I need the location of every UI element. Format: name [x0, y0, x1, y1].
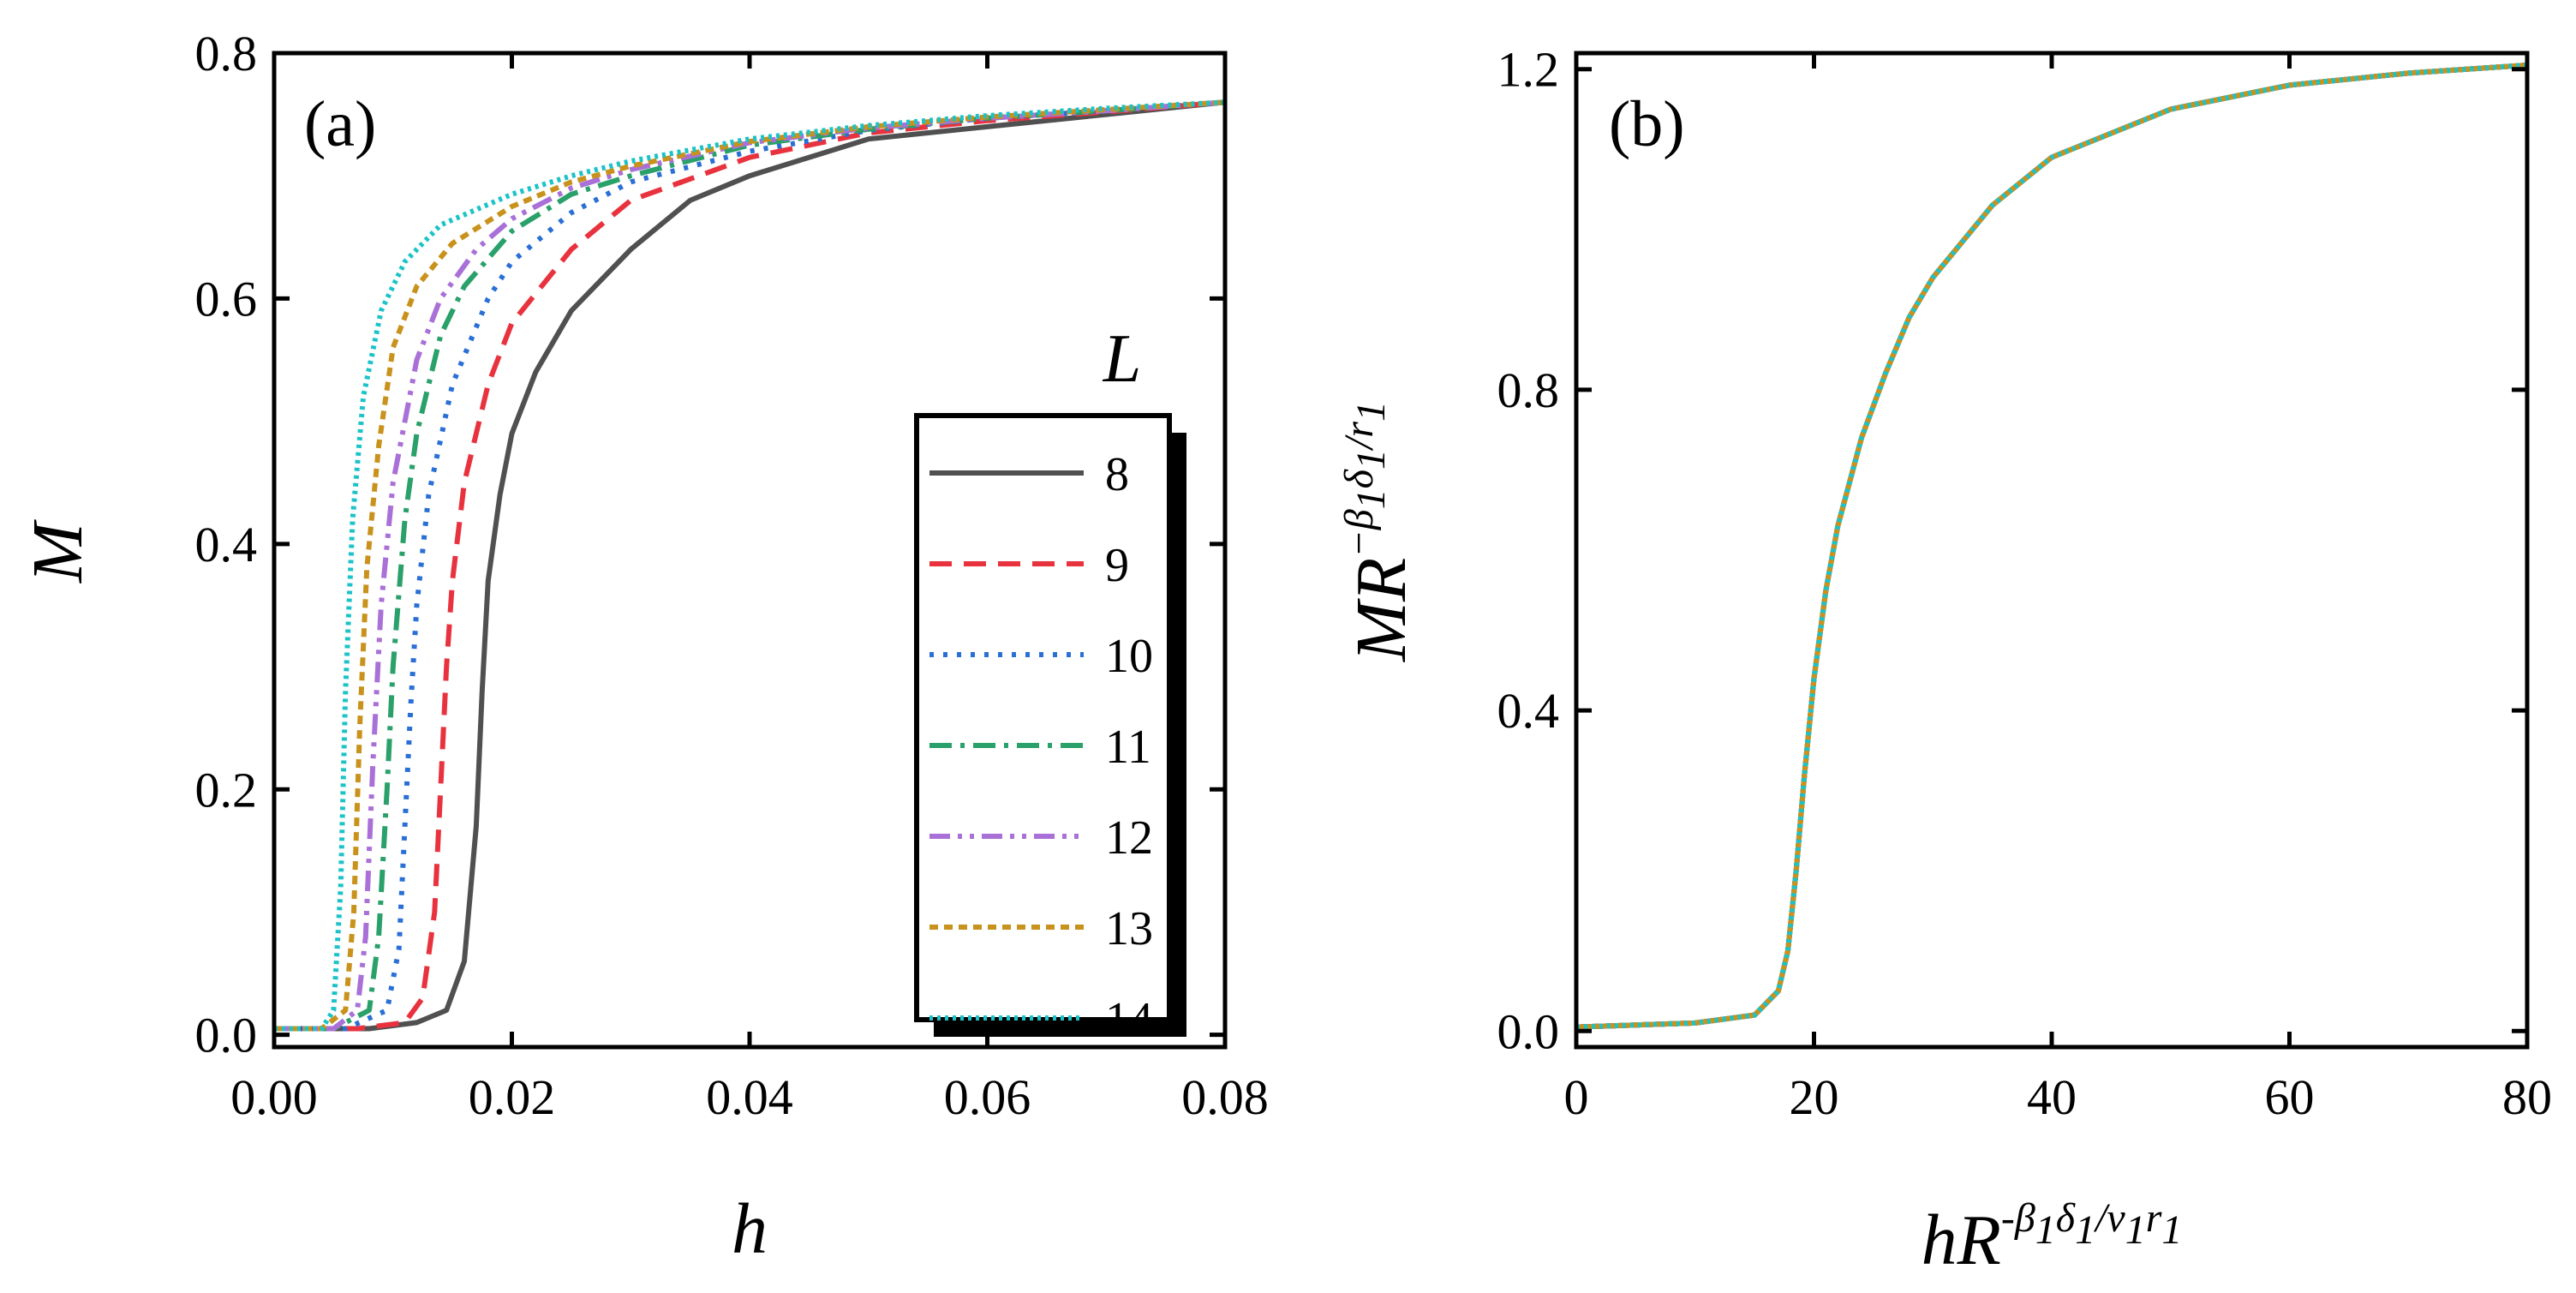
y-tick-label: 0.2: [195, 762, 258, 817]
legend-box: [914, 413, 1172, 1022]
collapsed-series-line: [1575, 63, 2528, 1030]
y-tick-label: 0.0: [195, 1008, 258, 1063]
series-line-L14: [274, 99, 1226, 1032]
axis-label-part: 1: [2125, 1207, 2146, 1253]
y-tick-label: 0.8: [1497, 362, 1560, 418]
panel-a-ticks: 0.00 0.02 0.04 0.06 0.08 0.0 0.2 0.4 0.6 0.8: [195, 26, 1269, 1125]
panel-a-label: (a): [304, 88, 376, 160]
legend-label-L14: 14: [1105, 993, 1153, 1046]
legend: L 8 9 10 11 12 13 14: [914, 321, 1186, 1046]
y-tick-label: 0.4: [195, 517, 258, 572]
collapsed-series-line: [1575, 63, 2528, 1030]
x-tick-label: 80: [2502, 1069, 2552, 1125]
panel-b-label: (b): [1609, 88, 1685, 160]
axis-label-part: /ν: [2093, 1195, 2125, 1241]
x-tick-label: 60: [2265, 1069, 2315, 1125]
x-tick-label: 20: [1790, 1069, 1839, 1125]
collapsed-series-line: [1575, 63, 2528, 1030]
y-tick-label: 0.4: [1497, 683, 1560, 739]
collapsed-series-line: [1575, 63, 2528, 1030]
axis-label-part: δ: [2056, 1195, 2076, 1241]
legend-items: 8 9 10 11 12 13 14: [929, 448, 1153, 1046]
collapsed-series-line: [1575, 63, 2528, 1030]
x-tick-label: 0.02: [469, 1069, 556, 1125]
y-tick-label: 0.8: [195, 26, 258, 81]
y-tick-label: 0.0: [1497, 1003, 1560, 1059]
axis-label-part: −β: [1336, 509, 1382, 557]
collapsed-series-line: [1575, 63, 2528, 1030]
axis-label-part: 1: [1348, 449, 1394, 470]
axis-label-part: 1: [1348, 488, 1394, 509]
panel-a-curves: [274, 99, 1226, 1032]
panel-a-ylabel: M: [18, 519, 98, 584]
series-line-L12: [274, 99, 1226, 1032]
panel-b-xlabel: hR-β1δ1/ν1r1: [1922, 1195, 2183, 1280]
panel-a-xlabel: h: [732, 1189, 768, 1269]
panel-b-ticks: 0 20 40 60 80 0.0 0.4 0.8 1.2: [1497, 42, 2553, 1125]
axis-label-part: r: [2146, 1195, 2162, 1241]
axis-label-part: 1: [2035, 1207, 2056, 1253]
panel-b-curves: [1575, 63, 2528, 1030]
collapsed-series-line: [1575, 63, 2528, 1030]
legend-label-L13: 13: [1105, 902, 1153, 955]
panel-b: 0 20 40 60 800.00.40.81.2 (b) hR-β1δ1/ν1r1 M…: [1336, 42, 2552, 1280]
axis-label-part: -β: [2001, 1195, 2035, 1241]
legend-label-L9: 9: [1105, 539, 1129, 592]
y-tick-label: 0.6: [195, 271, 258, 326]
axis-label-part: hR: [1922, 1200, 2001, 1280]
panel-b-ylabel: MR−β1δ1/r1: [1336, 401, 1421, 662]
axis-label-part: /r: [1336, 422, 1382, 452]
series-line-L13: [274, 99, 1226, 1032]
legend-label-L12: 12: [1105, 811, 1153, 865]
axis-label-part: 1: [1348, 401, 1394, 422]
x-tick-label: 0.08: [1181, 1069, 1269, 1125]
legend-title: L: [1103, 321, 1142, 397]
legend-label-L10: 10: [1105, 630, 1153, 683]
y-tick-label: 1.2: [1497, 42, 1560, 98]
x-tick-label: 0.00: [230, 1069, 318, 1125]
x-tick-label: 40: [2027, 1069, 2077, 1125]
series-line-L8: [274, 99, 1226, 1032]
x-tick-label: 0.04: [706, 1069, 793, 1125]
axis-label-part: MR: [1342, 558, 1421, 662]
panel-a: 0.00 0.02 0.04 0.06 0.080.00.20.40.60.8 (a) …: [18, 26, 1269, 1269]
x-tick-label: 0.06: [944, 1069, 1031, 1125]
legend-label-L8: 8: [1105, 448, 1129, 501]
x-tick-label: 0: [1564, 1069, 1589, 1125]
panel-b-frame: [1574, 51, 2530, 1050]
axis-label-part: 1: [2075, 1207, 2095, 1253]
axis-label-part: δ: [1336, 469, 1382, 488]
legend-label-L11: 11: [1105, 721, 1151, 774]
axis-label-part: 1: [2161, 1207, 2182, 1253]
